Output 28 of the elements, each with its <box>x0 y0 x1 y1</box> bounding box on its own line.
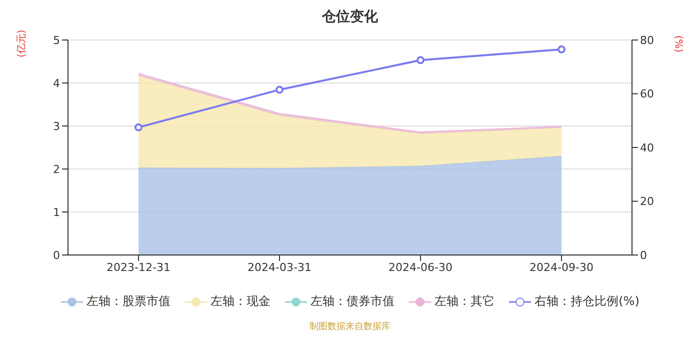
legend-label: 左轴：现金 <box>210 293 271 310</box>
x-tick-label: 2023-12-31 <box>106 260 170 274</box>
y2-tick-label: 80 <box>640 34 654 47</box>
y2-tick-label: 40 <box>640 141 654 154</box>
y-tick-label: 2 <box>53 162 60 176</box>
y-tick-label: 0 <box>53 248 60 262</box>
text: 制图数据来自数据库 <box>308 320 392 333</box>
y-tick-label: 3 <box>53 120 60 133</box>
y-axis-title: (亿元) <box>16 30 28 58</box>
y2-axis-title: (%) <box>672 35 684 53</box>
legend-label: 左轴：其它 <box>434 293 495 310</box>
y-tick-label: 1 <box>53 206 60 219</box>
y2-tick-label: 0 <box>640 248 647 262</box>
x-tick-label: 2024-06-30 <box>388 260 452 274</box>
y-tick-label: 5 <box>53 34 60 47</box>
y2-tick-label: 20 <box>640 195 654 208</box>
y2-tick-label: 60 <box>640 88 654 101</box>
x-tick-label: 2024-09-30 <box>530 260 594 274</box>
point <box>558 45 566 54</box>
y-tick-label: 4 <box>53 76 60 90</box>
chart-title: 仓位变化 <box>321 8 379 27</box>
legend-label: 右轴：持仓比例(%) <box>534 293 640 310</box>
point <box>416 56 424 64</box>
legend-label: 左轴：债券市值 <box>310 293 395 310</box>
point <box>276 86 284 94</box>
legend-label: 左轴：股票市值 <box>86 293 171 310</box>
point <box>134 123 142 132</box>
x-tick-label: 2024-03-31 <box>248 260 312 274</box>
